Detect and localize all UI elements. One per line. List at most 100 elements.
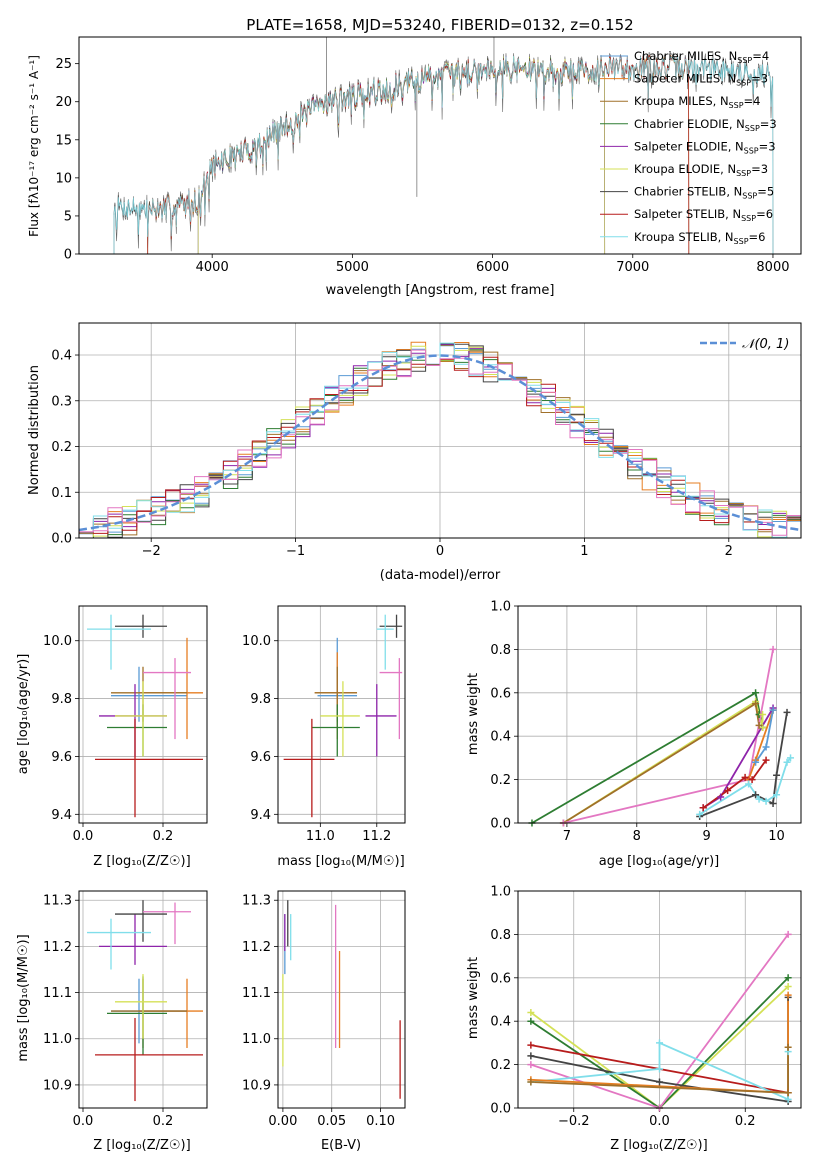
y-tick-label: 0.0 <box>490 817 511 832</box>
legend-text: Kroupa STELIB, N <box>634 230 734 244</box>
y-tick-label: 10.0 <box>43 634 72 649</box>
x-tick-label: −1 <box>286 544 305 559</box>
mass-weight-vs-age-panel: 7 8 9 10 0.0 0.2 0.4 0.6 0.8 1.0 <box>490 600 802 844</box>
legend-subscript: SSP <box>745 124 760 133</box>
y-tick-label: 0.2 <box>490 773 511 788</box>
legend-suffix: =4 <box>744 94 761 108</box>
mass-weight-marker <box>762 756 770 764</box>
legend-text: Chabrier STELIB, N <box>634 185 742 199</box>
x-tick-label: −0.2 <box>558 1114 590 1129</box>
mass-weight-marker <box>527 1041 535 1049</box>
legend-text: Salpeter MILES, N <box>634 72 736 86</box>
legend-text: Kroupa MILES, N <box>634 94 729 108</box>
x-tick-label: 4000 <box>196 260 229 275</box>
age-vs-mass-panel: 11.0 11.2 9.4 9.6 9.8 10.0 <box>242 605 406 844</box>
y-tick-label: 0.2 <box>490 1058 511 1073</box>
legend-subscript: SSP <box>729 101 744 110</box>
mass-weight-marker <box>784 991 792 999</box>
mass-weight-marker <box>527 1017 535 1025</box>
y-tick-label: 11.2 <box>242 940 271 955</box>
mass-weight-line <box>530 933 789 1108</box>
x-tick-label: 0.0 <box>73 829 94 844</box>
x-tick-label: 0.0 <box>649 1114 670 1129</box>
legend-label: Salpeter MILES, NSSP=3 <box>634 72 768 88</box>
axes-frame <box>517 890 802 1109</box>
mass-vs-ebv-panel: 0.00 0.05 0.10 10.9 11.0 11.1 11.2 11.3 <box>242 890 406 1129</box>
y-tick-label: 0.3 <box>51 394 72 409</box>
x-tick-label: 2 <box>725 544 733 559</box>
y-tick-label: 9.6 <box>250 750 271 765</box>
y-tick-label: 25 <box>55 57 72 72</box>
spectrum-xlabel: wavelength [Angstrom, rest frame] <box>326 283 555 298</box>
mass-weight-marker <box>759 711 767 718</box>
y-tick-label: 10.0 <box>242 634 271 649</box>
legend-label: Kroupa MILES, NSSP=4 <box>634 94 760 110</box>
mass-weight-line <box>530 985 789 1108</box>
axes-frame <box>277 605 406 824</box>
y-tick-label: 11.3 <box>242 894 271 909</box>
plot-area <box>79 341 801 538</box>
mass-weight-marker <box>784 974 792 982</box>
legend-text: Kroupa ELODIE, N <box>634 162 736 176</box>
mass-weight-marker <box>755 721 763 729</box>
y-tick-label: 11.1 <box>43 986 72 1001</box>
legend-subscript: SSP <box>736 79 751 88</box>
axes-frame <box>78 605 208 824</box>
x-tick-label: 0.00 <box>268 1114 297 1129</box>
y-tick-label: 11.1 <box>242 986 271 1001</box>
y-tick-label: 0.4 <box>490 730 511 745</box>
axes-frame <box>517 605 802 824</box>
legend-label: Salpeter ELODIE, NSSP=3 <box>634 139 776 155</box>
mass-weight-line <box>702 759 767 809</box>
plot-area <box>87 614 203 818</box>
y-tick-label: 0.0 <box>51 532 72 547</box>
legend-label: 𝒩(0, 1) <box>742 337 789 352</box>
y-tick-label: 0.1 <box>51 486 72 501</box>
y-tick-label: 9.8 <box>51 692 72 707</box>
ageMass-xlabel: mass [log₁₀(M/M☉)] <box>277 854 404 869</box>
mass-weight-marker <box>717 793 725 801</box>
y-tick-label: 9.4 <box>250 808 271 823</box>
y-tick-label: 10.9 <box>43 1078 72 1093</box>
mass-weight-marker <box>527 1061 535 1069</box>
mass-weight-marker <box>784 1089 792 1097</box>
y-tick-label: 9.4 <box>51 808 72 823</box>
mwAge-xlabel: age [log₁₀(age/yr)] <box>599 854 720 869</box>
residuals-xlabel: (data-model)/error <box>380 568 501 583</box>
ageZ-xlabel: Z [log₁₀(Z/Z☉)] <box>93 854 190 869</box>
ageZ-ylabel: age [log₁₀(age/yr)] <box>16 654 31 775</box>
y-tick-label: 0.8 <box>490 643 511 658</box>
normal-distribution-curve <box>79 354 801 532</box>
y-tick-label: 0 <box>64 248 72 263</box>
y-tick-label: 11.3 <box>43 894 72 909</box>
mass-weight-marker <box>745 780 753 788</box>
legend-suffix: =3 <box>760 117 777 131</box>
x-tick-label: 7 <box>563 829 571 844</box>
x-tick-label: 8000 <box>756 260 789 275</box>
mass-weight-marker <box>784 982 792 990</box>
mass-weight-marker <box>783 758 791 766</box>
legend-text: Chabrier ELODIE, N <box>634 117 745 131</box>
mass-weight-marker <box>762 743 770 751</box>
x-tick-label: 1 <box>580 544 588 559</box>
x-tick-label: 8 <box>633 829 641 844</box>
x-tick-label: 10 <box>768 829 785 844</box>
mass-weight-marker <box>784 930 792 938</box>
plot-area <box>113 37 774 254</box>
x-tick-label: 11.2 <box>362 829 391 844</box>
mass-weight-marker <box>784 1095 792 1103</box>
legend-subscript: SSP <box>742 192 757 201</box>
mass-weight-marker <box>784 1043 792 1051</box>
axes-frame <box>277 890 406 1109</box>
x-tick-label: 0.2 <box>153 829 174 844</box>
plot-area <box>282 900 401 1099</box>
massZ-xlabel: Z [log₁₀(Z/Z☉)] <box>93 1138 190 1153</box>
legend-label: Salpeter STELIB, NSSP=6 <box>634 207 773 223</box>
legend-label: Chabrier ELODIE, NSSP=3 <box>634 117 777 133</box>
mass-vs-metallicity-panel: 0.0 0.2 10.9 11.0 11.1 11.2 11.3 <box>43 890 208 1129</box>
mass-weight-marker <box>755 795 763 803</box>
y-tick-label: 0.0 <box>490 1102 511 1117</box>
y-tick-label: 0.8 <box>490 928 511 943</box>
y-tick-label: 11.2 <box>43 940 72 955</box>
y-tick-label: 9.8 <box>250 692 271 707</box>
